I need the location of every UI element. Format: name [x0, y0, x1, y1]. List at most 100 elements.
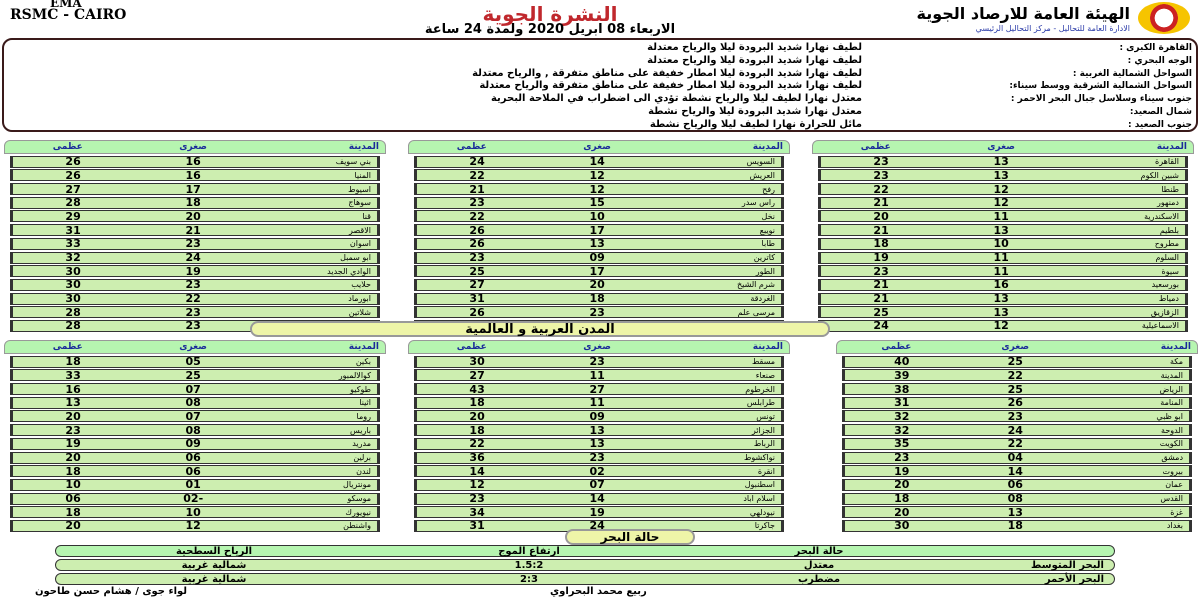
- max-temp: 38: [894, 382, 910, 396]
- max-temp: 20: [65, 451, 81, 464]
- city-name: الاسماعيلية: [1141, 321, 1179, 331]
- min-temp: 25: [1007, 355, 1023, 369]
- table-row: صنعاء 11 27: [414, 369, 784, 382]
- min-temp: 24: [185, 251, 201, 264]
- table-header: المدينة صغرى عظمى: [4, 340, 386, 354]
- max-temp: 26: [65, 155, 81, 169]
- max-temp: 29: [65, 209, 81, 223]
- table-row: طنطا 12 22: [818, 182, 1188, 196]
- max-temp: 21: [873, 196, 889, 210]
- min-temp: 12: [993, 182, 1009, 196]
- min-temp: 05: [185, 355, 201, 369]
- city-name: مكة: [1170, 357, 1183, 367]
- max-temp: 18: [65, 464, 81, 478]
- sea-cell: 1.5:2: [514, 559, 544, 571]
- table-row: الاسماعيلية 12 24: [818, 319, 1188, 333]
- min-temp: 24: [1007, 423, 1023, 437]
- forecast-region: الوجه البحري :: [1127, 55, 1192, 66]
- header-city: المدينة: [752, 142, 783, 152]
- city-name: بغداد: [1166, 521, 1183, 531]
- min-temp: 13: [1007, 505, 1023, 519]
- max-temp: 28: [65, 319, 81, 333]
- table-row: الخرطوم 27 43: [414, 383, 784, 396]
- city-name: كوالالمبور: [338, 370, 371, 380]
- min-temp: 22: [185, 292, 201, 306]
- header-min: صغرى: [583, 342, 611, 352]
- table-row: لندن 06 18: [10, 464, 380, 478]
- min-temp: 23: [589, 451, 605, 464]
- table-row: الكويت 22 35: [842, 437, 1192, 451]
- sea-cell: الرياح السطحية: [175, 545, 253, 557]
- table-row: السلوم 11 19: [818, 251, 1188, 264]
- city-name: بلطيم: [1159, 225, 1179, 235]
- max-temp: 32: [894, 409, 910, 423]
- city-name: الجزائر: [751, 425, 775, 435]
- table-row: باريس 08 23: [10, 423, 380, 437]
- table-row: الوادي الجديد 19 30: [10, 265, 380, 278]
- max-temp: 21: [469, 182, 485, 196]
- min-temp: 07: [589, 478, 605, 492]
- min-temp: -02: [183, 492, 204, 506]
- forecast-text: مائل للحرارة نهارا لطيف ليلا والرياح نشط…: [649, 118, 862, 130]
- sea-cell: شمالية غربية: [181, 573, 247, 585]
- temperature-table: المدينة صغرى عظمى بني سويف 16 26 المنيا 16 26 اسي…: [4, 140, 386, 332]
- city-name: طرابلس: [746, 398, 775, 408]
- min-temp: 26: [1007, 396, 1023, 410]
- temperature-table: المدينة صغرى عظمى مكة 25 40 المدينة 22 39 الرياض 2…: [836, 340, 1198, 532]
- max-temp: 23: [65, 423, 81, 437]
- city-name: الدوحة: [1161, 425, 1183, 435]
- min-temp: 22: [1007, 437, 1023, 451]
- table-row: كاترين 09 23: [414, 251, 784, 264]
- ema-logo-icon: [1138, 2, 1190, 34]
- min-temp: 20: [589, 278, 605, 292]
- page-title: النشرة الجوية: [482, 2, 618, 26]
- min-temp: 18: [589, 292, 605, 306]
- table-row: دمياط 13 21: [818, 292, 1188, 306]
- table-row: سيوة 11 23: [818, 265, 1188, 278]
- min-temp: 12: [993, 319, 1009, 333]
- table-row: اسوان 23 33: [10, 237, 380, 250]
- city-name: شبين الكوم: [1140, 170, 1179, 180]
- header-city: المدينة: [348, 142, 379, 152]
- max-temp: 20: [469, 409, 485, 423]
- city-name: باريس: [350, 425, 371, 435]
- section-title: المدن العربية و العالمية: [250, 321, 830, 337]
- table-row: راس سدر 15 23: [414, 196, 784, 209]
- max-temp: 21: [873, 292, 889, 306]
- temperature-table: المدينة صغرى عظمى القاهرة 13 23 شبين الكوم 13 23…: [812, 140, 1194, 332]
- city-name: لندن: [356, 466, 371, 476]
- city-name: الكويت: [1159, 439, 1183, 449]
- forecast-row: القاهرة الكبرى : لطيف نهارا شديد البرودة …: [12, 42, 1192, 55]
- table-row: مطروح 10 18: [818, 237, 1188, 250]
- city-name: اسوان: [349, 239, 371, 249]
- table-row: انقرة 02 14: [414, 465, 784, 478]
- city-name: روما: [356, 411, 371, 421]
- max-temp: 20: [65, 409, 81, 423]
- signature-center: ربيع محمد البحراوي: [550, 586, 647, 597]
- table-row: المنيا 16 26: [10, 168, 380, 182]
- table-header: المدينة صغرى عظمى: [836, 340, 1198, 354]
- max-temp: 35: [894, 437, 910, 451]
- min-temp: 10: [185, 505, 201, 519]
- header-max: عظمى: [456, 142, 487, 152]
- table-row: الطور 17 25: [414, 265, 784, 278]
- header-city: المدينة: [348, 342, 379, 352]
- city-name: ابو ظبي: [1156, 411, 1183, 421]
- min-temp: 14: [589, 155, 605, 169]
- max-temp: 19: [873, 251, 889, 264]
- max-temp: 06: [65, 492, 81, 506]
- max-temp: 12: [469, 478, 485, 492]
- city-name: انقرة: [757, 466, 775, 476]
- forecast-text: لطيف نهارا شديد البرودة ليلا والرياح معت…: [647, 42, 862, 53]
- city-name: موسكو: [347, 494, 371, 504]
- table-row: مدريد 09 19: [10, 437, 380, 450]
- max-temp: 26: [65, 168, 81, 182]
- city-name: بيروت: [1162, 466, 1183, 476]
- city-name: اسطنبول: [744, 480, 775, 490]
- min-temp: 10: [589, 209, 605, 223]
- forecast-text: معتدل نهارا شديد البرودة ليلا والرياح نش…: [648, 106, 862, 117]
- table-row: حلايب 23 30: [10, 278, 380, 291]
- min-temp: 08: [1007, 492, 1023, 506]
- temperature-table: المدينة صغرى عظمى مسقط 23 30 صنعاء 11 27 الخرطوم 2…: [408, 340, 790, 532]
- min-temp: 20: [185, 209, 201, 223]
